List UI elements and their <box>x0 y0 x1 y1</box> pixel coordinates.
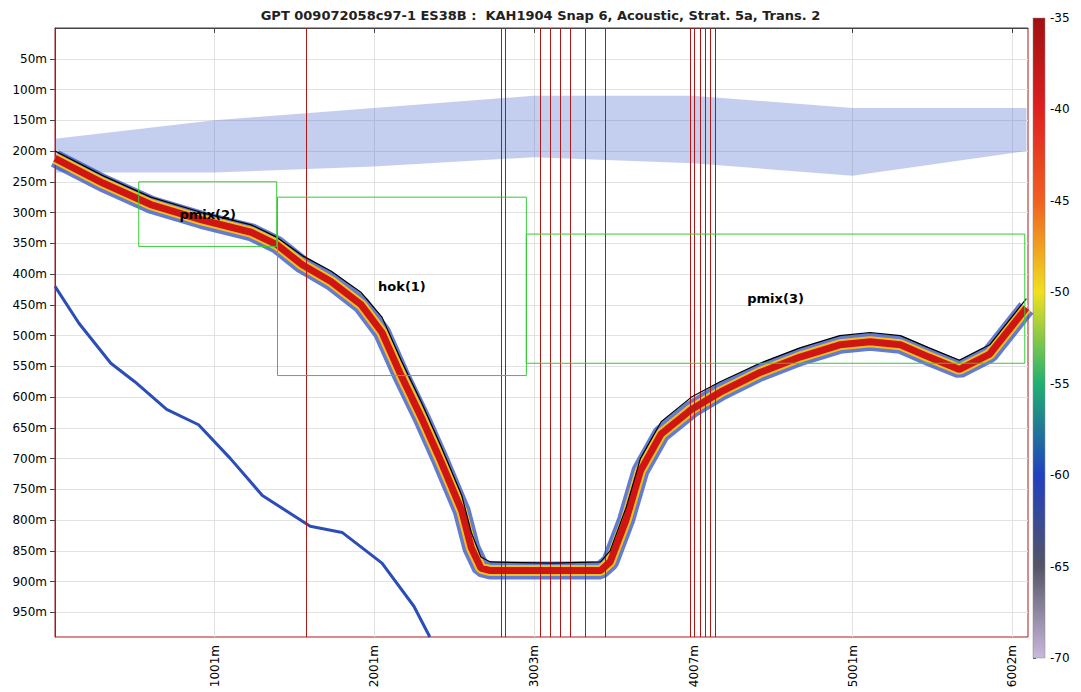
svg-text:-65: -65 <box>1050 560 1070 574</box>
svg-text:pmix(2): pmix(2) <box>179 207 236 222</box>
svg-text:350m: 350m <box>12 236 47 250</box>
svg-text:950m: 950m <box>12 605 47 619</box>
svg-text:-40: -40 <box>1050 102 1070 116</box>
svg-text:150m: 150m <box>12 113 47 127</box>
svg-text:900m: 900m <box>12 575 47 589</box>
svg-text:5001m: 5001m <box>846 645 860 687</box>
svg-text:550m: 550m <box>12 359 47 373</box>
svg-text:-70: -70 <box>1050 651 1070 665</box>
svg-text:450m: 450m <box>12 298 47 312</box>
svg-text:-60: -60 <box>1050 468 1070 482</box>
svg-text:500m: 500m <box>12 329 47 343</box>
svg-text:1001m: 1001m <box>208 645 222 687</box>
svg-text:-45: -45 <box>1050 194 1070 208</box>
svg-text:700m: 700m <box>12 452 47 466</box>
svg-text:3003m: 3003m <box>527 645 541 687</box>
svg-text:600m: 600m <box>12 390 47 404</box>
svg-text:100m: 100m <box>12 83 47 97</box>
svg-text:hok(1): hok(1) <box>378 279 426 294</box>
svg-text:2001m: 2001m <box>367 645 381 687</box>
svg-text:4007m: 4007m <box>687 645 701 687</box>
svg-text:-35: -35 <box>1050 11 1070 25</box>
svg-text:250m: 250m <box>12 175 47 189</box>
svg-text:GPT 009072058c97-1 ES38B : KA: GPT 009072058c97-1 ES38B : KAH1904 Snap … <box>261 8 821 23</box>
svg-text:750m: 750m <box>12 482 47 496</box>
svg-text:300m: 300m <box>12 206 47 220</box>
svg-text:650m: 650m <box>12 421 47 435</box>
svg-text:50m: 50m <box>20 52 47 66</box>
svg-text:850m: 850m <box>12 544 47 558</box>
svg-text:200m: 200m <box>12 144 47 158</box>
svg-text:6002m: 6002m <box>1005 645 1019 687</box>
svg-text:-50: -50 <box>1050 285 1070 299</box>
svg-text:-55: -55 <box>1050 377 1070 391</box>
svg-text:pmix(3): pmix(3) <box>747 291 804 306</box>
svg-text:800m: 800m <box>12 513 47 527</box>
svg-text:400m: 400m <box>12 267 47 281</box>
